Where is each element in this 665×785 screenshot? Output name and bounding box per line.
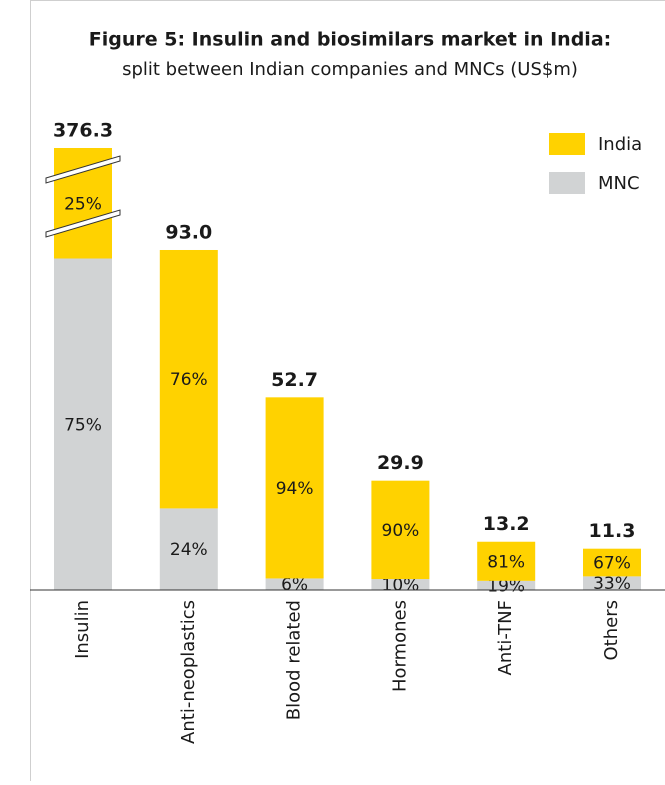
legend-label: MNC bbox=[598, 173, 640, 194]
total-label: 29.9 bbox=[377, 452, 424, 474]
x-tick-label: Insulin bbox=[72, 600, 93, 659]
value-label: 76% bbox=[170, 370, 208, 390]
legend-swatch bbox=[549, 172, 585, 194]
legend-swatch bbox=[549, 133, 585, 155]
total-label: 93.0 bbox=[165, 221, 212, 243]
total-label: 376.3 bbox=[53, 120, 113, 142]
x-tick-label: Others bbox=[601, 600, 622, 661]
frame bbox=[31, 1, 665, 782]
chart-subtitle: split between Indian companies and MNCs … bbox=[122, 59, 578, 80]
x-tick-label: Hormones bbox=[389, 600, 410, 692]
value-label: 75% bbox=[64, 415, 102, 435]
total-label: 11.3 bbox=[589, 520, 636, 542]
total-label: 13.2 bbox=[483, 513, 530, 535]
legend-label: India bbox=[598, 134, 642, 155]
value-label: 94% bbox=[276, 479, 314, 499]
x-tick-label: Anti-TNF bbox=[495, 600, 516, 675]
x-tick-label: Blood related bbox=[284, 600, 305, 720]
value-label: 67% bbox=[593, 554, 631, 574]
chart-title: Figure 5: Insulin and biosimilars market… bbox=[89, 29, 612, 51]
value-label: 81% bbox=[487, 552, 525, 572]
x-tick-label: Anti-neoplastics bbox=[178, 600, 199, 744]
value-label: 24% bbox=[170, 540, 208, 560]
value-label: 33% bbox=[593, 574, 631, 594]
total-label: 52.7 bbox=[271, 369, 318, 391]
value-label: 25% bbox=[64, 194, 102, 214]
value-label: 90% bbox=[382, 521, 420, 541]
